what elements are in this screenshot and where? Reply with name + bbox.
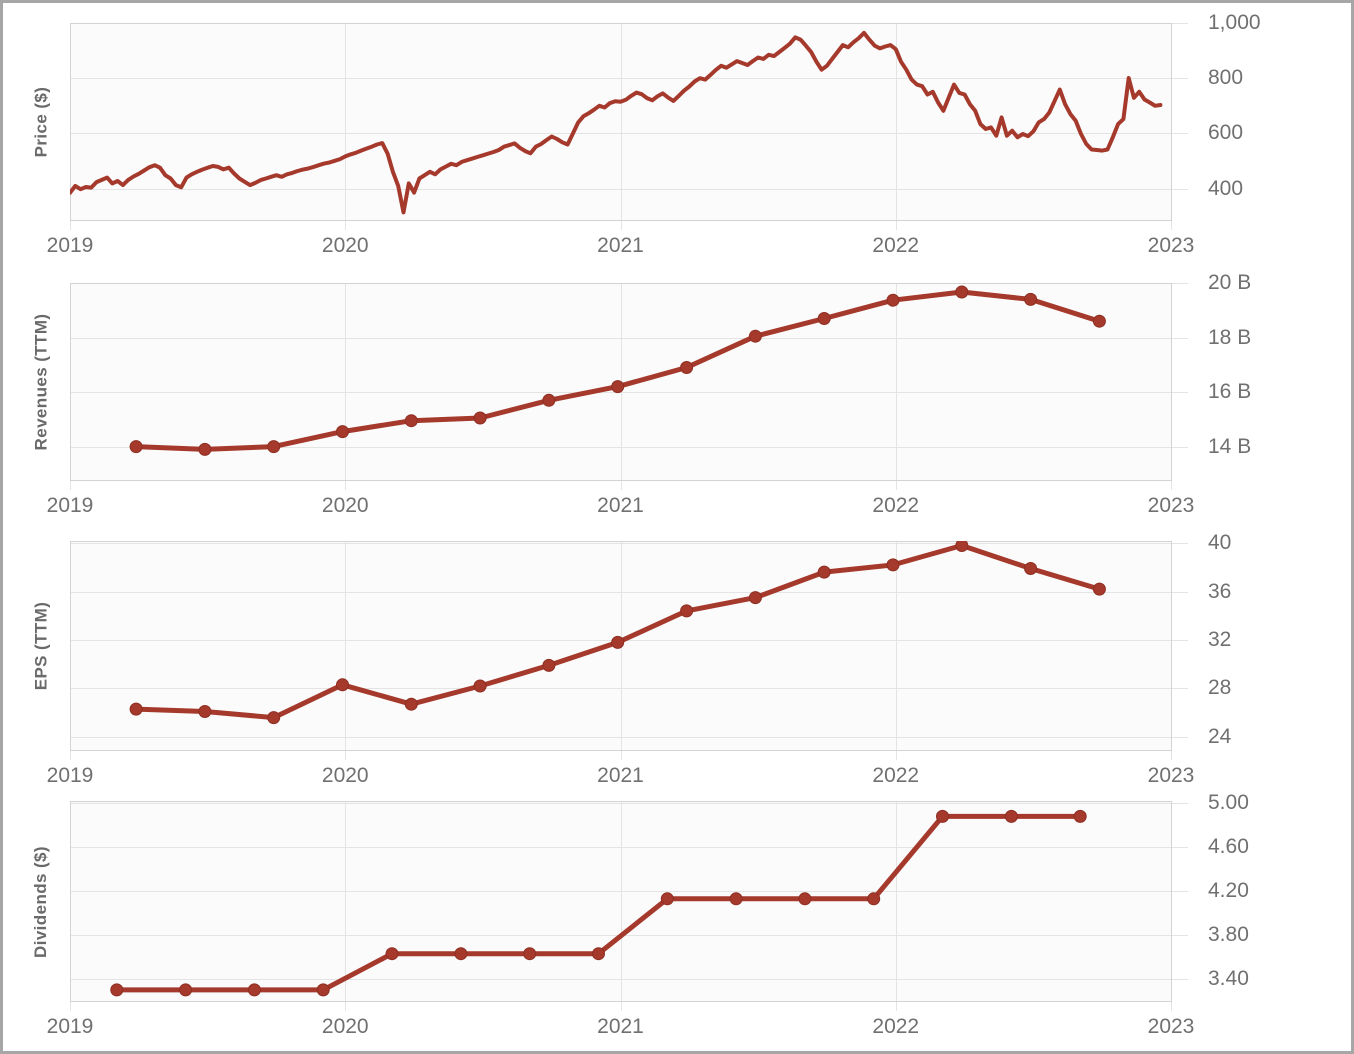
dividends-axis-title: Dividends ($) xyxy=(31,845,51,958)
y-tick-label: 28 xyxy=(1208,676,1232,700)
revenues-plot-area[interactable] xyxy=(70,283,1193,494)
y-tick-label: 14 B xyxy=(1208,434,1252,458)
eps-axis-title: EPS (TTM) xyxy=(31,601,50,691)
y-tick-label: 5.00 xyxy=(1208,791,1249,815)
x-tick-label: 2020 xyxy=(321,764,369,787)
x-tick-label: 2021 xyxy=(597,1015,644,1038)
y-tick-label: 400 xyxy=(1208,176,1244,200)
x-tick-label: 2020 xyxy=(321,234,369,257)
y-tick-label: 4.60 xyxy=(1208,835,1249,859)
x-tick-label: 2021 xyxy=(597,764,644,787)
x-tick-label: 2022 xyxy=(872,764,920,787)
x-tick-label: 2023 xyxy=(1147,234,1195,257)
revenues-axis-title: Revenues (TTM) xyxy=(31,313,50,451)
x-tick-label: 2022 xyxy=(872,1015,920,1038)
dividends-plot-area[interactable] xyxy=(70,801,1193,1015)
x-tick-label: 2019 xyxy=(46,1015,94,1038)
y-tick-label: 16 B xyxy=(1208,380,1252,404)
y-tick-label: 40 xyxy=(1208,531,1232,555)
y-tick-label: 3.40 xyxy=(1208,966,1249,990)
y-tick-label: 4.20 xyxy=(1208,879,1249,903)
x-tick-label: 2021 xyxy=(597,494,644,517)
y-tick-label: 24 xyxy=(1208,724,1232,748)
y-tick-label: 600 xyxy=(1208,121,1244,145)
x-tick-label: 2023 xyxy=(1147,494,1195,517)
y-tick-label: 800 xyxy=(1208,66,1244,90)
x-tick-label: 2020 xyxy=(321,1015,369,1038)
dividends-axis-title-box: Dividends ($) xyxy=(18,801,64,1002)
y-tick-label: 20 B xyxy=(1208,271,1252,294)
x-tick-label: 2021 xyxy=(597,234,644,257)
y-tick-label: 1,000 xyxy=(1208,11,1261,34)
price-axis-title: Price ($) xyxy=(31,86,50,158)
x-tick-label: 2023 xyxy=(1147,764,1195,787)
y-tick-label: 36 xyxy=(1208,579,1232,603)
x-tick-label: 2019 xyxy=(46,494,94,517)
y-tick-label: 3.80 xyxy=(1208,923,1249,946)
x-tick-label: 2019 xyxy=(46,234,94,257)
y-tick-label: 32 xyxy=(1208,628,1232,651)
revenues-axis-title-box: Revenues (TTM) xyxy=(18,283,64,481)
price-axis-title-box: Price ($) xyxy=(18,23,64,221)
y-tick-label: 18 B xyxy=(1208,325,1252,349)
x-tick-label: 2019 xyxy=(46,764,94,787)
x-tick-label: 2023 xyxy=(1147,1015,1195,1038)
x-tick-label: 2022 xyxy=(872,494,920,517)
x-tick-label: 2020 xyxy=(321,494,369,517)
price-plot-area[interactable] xyxy=(70,23,1193,234)
eps-plot-area[interactable] xyxy=(70,541,1193,764)
eps-axis-title-box: EPS (TTM) xyxy=(18,541,64,751)
x-tick-label: 2022 xyxy=(872,234,920,257)
